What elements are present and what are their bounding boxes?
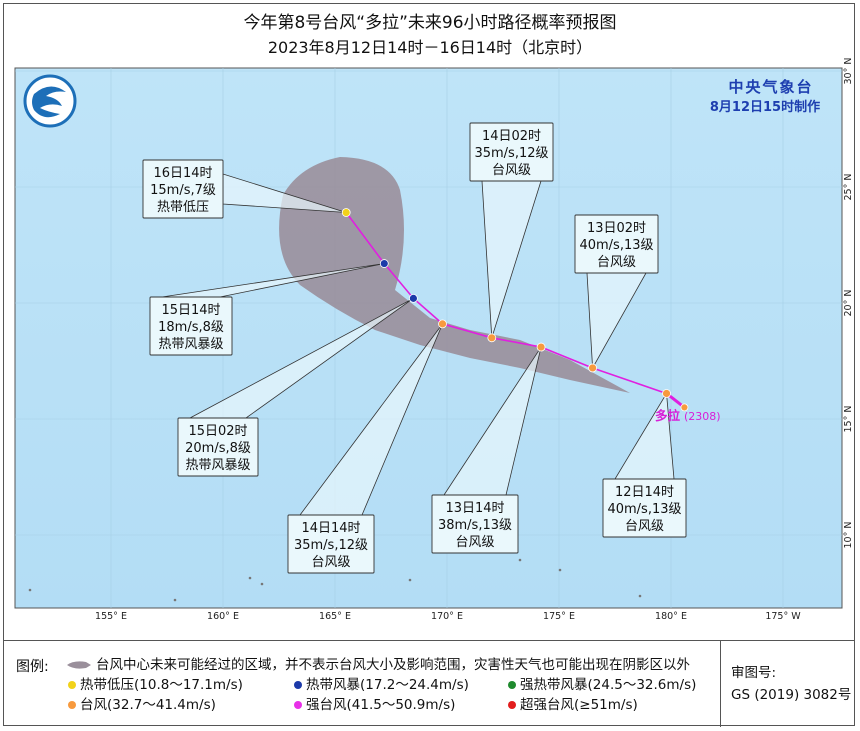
legend-cone: 台风中心未来可能经过的区域，并不表示台风大小及影响范围，灾害性天气也可能出现在阴… <box>66 653 690 673</box>
forecast-category: 台风级 <box>625 519 664 534</box>
island <box>248 576 252 580</box>
forecast-wind: 40m/s,13级 <box>607 502 681 517</box>
forecast-time: 15日02时 <box>188 424 247 439</box>
agency-name: 中央气象台 <box>728 78 813 96</box>
forecast-time: 14日02时 <box>482 129 541 144</box>
td-dot-icon <box>68 681 76 689</box>
probability-cone <box>279 157 630 393</box>
forecast-time: 16日14时 <box>153 166 212 181</box>
review-number: GS (2019) 3082号 <box>731 687 852 703</box>
ty-dot-icon <box>68 701 76 709</box>
lat-label: 30° N <box>843 58 854 85</box>
lat-label: 20° N <box>843 290 854 317</box>
lon-label: 175° W <box>765 611 801 622</box>
lat-label: 15° N <box>843 406 854 433</box>
forecast-point-marker <box>379 259 389 268</box>
island <box>518 558 522 562</box>
cma-logo-icon <box>23 74 77 128</box>
forecast-time: 14日14时 <box>301 521 360 536</box>
forecast-map: 12日14时40m/s,13级台风级13日02时40m/s,13级台风级13日1… <box>14 58 854 622</box>
review-label: 审图号: <box>731 665 777 681</box>
track-markers <box>341 208 689 412</box>
legend-item: 强热带风暴(24.5～32.6m/s) <box>508 673 696 693</box>
legend-item: 超强台风(≥51m/s) <box>508 693 638 713</box>
legend: 图例: 台风中心未来可能经过的区域，并不表示台风大小及影响范围，灾害性天气也可能… <box>4 640 855 727</box>
map-frame <box>3 3 855 726</box>
map-subtitle: 2023年8月12日14时－16日14时（北京时） <box>267 38 593 57</box>
forecast-category: 台风级 <box>311 555 350 570</box>
forecast-labels: 12日14时40m/s,13级台风级13日02时40m/s,13级台风级13日1… <box>142 122 687 574</box>
review-box: 审图号: GS (2019) 3082号 <box>720 641 856 727</box>
lon-label: 165° E <box>319 611 351 622</box>
forecast-wind: 35m/s,12级 <box>474 146 548 161</box>
forecast-point-marker <box>487 333 497 343</box>
forecast-wind: 18m/s,8级 <box>158 320 224 335</box>
forecast-category: 热带低压 <box>157 200 209 215</box>
forecast-time: 13日14时 <box>445 501 504 516</box>
forecast-wind: 20m/s,8级 <box>185 441 251 456</box>
forecast-time: 13日02时 <box>587 221 646 236</box>
island <box>173 598 177 602</box>
legend-title: 图例: <box>16 659 49 675</box>
current-position-marker <box>680 403 689 412</box>
lon-label: 160° E <box>207 611 239 622</box>
forecast-point-marker <box>408 293 418 303</box>
map-title: 今年第8号台风“多拉”未来96小时路径概率预报图 <box>243 13 617 33</box>
forecast-point-marker <box>588 363 597 373</box>
lon-label: 155° E <box>95 611 127 622</box>
storm-code: (2308) <box>684 410 721 423</box>
lat-label: 10° N <box>843 522 854 549</box>
forecast-wind: 15m/s,7级 <box>150 183 216 198</box>
island <box>260 582 264 586</box>
ts-dot-icon <box>294 681 302 689</box>
island <box>638 594 642 598</box>
forecast-category: 台风级 <box>597 255 636 270</box>
forecast-point-marker <box>341 208 351 217</box>
sty-dot-icon <box>294 701 302 709</box>
forecast-category: 台风级 <box>492 163 531 178</box>
lat-label: 25° N <box>843 174 854 201</box>
forecast-point-marker <box>438 319 447 329</box>
forecast-time: 12日14时 <box>615 485 674 500</box>
island <box>408 578 412 582</box>
forecast-point-marker <box>536 342 546 352</box>
forecast-point-marker <box>662 389 671 398</box>
lon-label: 175° E <box>543 611 575 622</box>
lon-label: 170° E <box>431 611 463 622</box>
forecast-category: 热带风暴级 <box>185 458 250 473</box>
forecast-category: 热带风暴级 <box>158 337 223 352</box>
forecast-wind: 40m/s,13级 <box>579 238 653 253</box>
forecast-time: 15日14时 <box>161 303 220 318</box>
storm-name: 多拉 <box>655 408 681 423</box>
island <box>28 588 32 592</box>
supty-dot-icon <box>508 701 516 709</box>
legend-item: 热带低压(10.8～17.1m/s) <box>68 673 243 693</box>
legend-cone-text: 台风中心未来可能经过的区域，并不表示台风大小及影响范围，灾害性天气也可能出现在阴… <box>96 657 690 673</box>
sts-dot-icon <box>508 681 516 689</box>
cone-swatch-icon <box>67 661 91 669</box>
forecast-track <box>345 212 667 395</box>
legend-item: 热带风暴(17.2～24.4m/s) <box>294 673 469 693</box>
forecast-wind: 35m/s,12级 <box>294 538 368 553</box>
forecast-category: 台风级 <box>455 535 494 550</box>
axis-labels: 155° E 160° E 165° E 170° E 175° E 180° E 175°… <box>95 58 854 622</box>
issued-time: 8月12日15时制作 <box>710 99 820 115</box>
island <box>558 568 562 572</box>
leader-lines <box>161 173 675 516</box>
forecast-wind: 38m/s,13级 <box>438 518 512 533</box>
legend-item: 台风(32.7～41.4m/s) <box>68 693 216 713</box>
lon-label: 180° E <box>655 611 687 622</box>
legend-item: 强台风(41.5～50.9m/s) <box>294 693 455 713</box>
